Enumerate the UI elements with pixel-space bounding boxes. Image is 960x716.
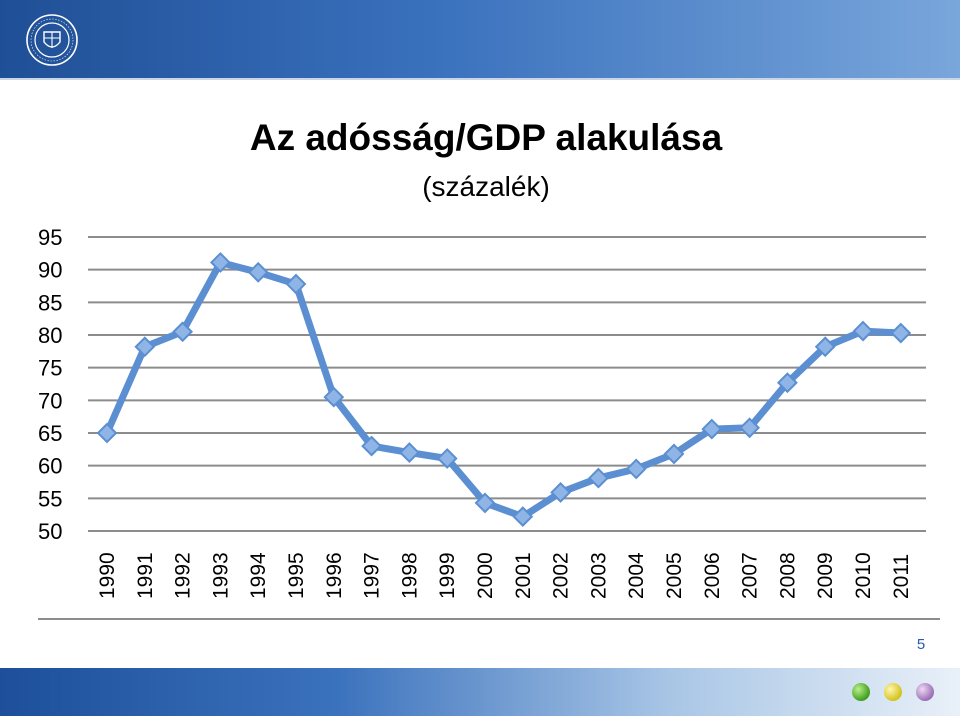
page-number: 5 <box>916 636 926 653</box>
x-tick-label: 2007 <box>739 552 762 599</box>
y-tick-label: 75 <box>38 356 62 381</box>
y-tick-label: 95 <box>38 225 62 250</box>
x-tick-label: 1997 <box>361 552 384 599</box>
data-point <box>172 321 194 343</box>
x-tick-label: 2002 <box>550 552 573 599</box>
data-point <box>474 492 496 514</box>
data-point <box>814 336 836 358</box>
x-tick-label: 2003 <box>587 552 610 599</box>
footer-divider <box>38 618 940 620</box>
series-group <box>96 252 912 528</box>
x-tick-label: 1996 <box>323 552 346 599</box>
y-tick-label: 65 <box>38 421 62 446</box>
y-axis-ticks: 95 90 85 80 75 70 65 60 55 50 <box>38 225 62 544</box>
x-tick-label: 2008 <box>776 552 799 599</box>
y-tick-label: 50 <box>38 519 62 544</box>
data-point <box>701 418 723 440</box>
data-point <box>285 273 307 295</box>
data-point <box>209 252 231 273</box>
y-tick-label: 55 <box>38 486 62 511</box>
x-tick-label: 1994 <box>247 552 270 599</box>
yellow-ball-icon <box>884 683 902 701</box>
y-tick-label: 85 <box>38 290 62 315</box>
data-point <box>663 443 685 465</box>
chart-subtitle: (százalék) <box>422 171 550 202</box>
x-tick-label: 2001 <box>512 552 535 599</box>
y-tick-label: 60 <box>38 454 62 479</box>
chart-area: Az adósság/GDP alakulása (százalék) 95 90… <box>38 84 940 618</box>
data-point <box>323 386 345 408</box>
gridlines <box>88 236 926 532</box>
chart-title: Az adósság/GDP alakulása <box>250 117 723 158</box>
x-tick-label: 2006 <box>701 552 724 599</box>
x-tick-label: 1990 <box>96 552 119 599</box>
x-tick-label: 1992 <box>172 552 195 599</box>
data-point <box>436 448 458 469</box>
y-tick-label: 80 <box>38 323 62 348</box>
data-point <box>890 322 912 344</box>
data-point <box>398 442 420 464</box>
x-tick-label: 1993 <box>209 552 232 599</box>
series-line <box>103 258 905 521</box>
data-point <box>739 417 761 439</box>
y-tick-label: 90 <box>38 258 62 283</box>
x-tick-label: 2004 <box>625 552 648 599</box>
data-point <box>852 320 874 342</box>
university-seal-icon <box>26 14 78 66</box>
y-tick-label: 70 <box>38 388 62 413</box>
header-divider <box>0 78 960 80</box>
x-tick-label: 1995 <box>285 552 308 599</box>
x-tick-label: 1998 <box>398 552 421 599</box>
x-axis-ticks: 1990 1991 1992 1993 1994 1995 1996 1997 1998 1999… <box>96 552 913 599</box>
data-point <box>587 467 609 489</box>
purple-ball-icon <box>916 683 934 701</box>
data-point <box>550 482 572 503</box>
data-point <box>134 336 156 358</box>
data-point <box>776 372 798 394</box>
data-point <box>361 435 383 457</box>
data-point <box>625 458 647 480</box>
data-point <box>96 422 118 444</box>
x-tick-label: 2011 <box>890 554 913 599</box>
debt-gdp-chart: Az adósság/GDP alakulása (százalék) 95 90… <box>38 117 926 599</box>
x-tick-label: 1999 <box>436 552 459 599</box>
data-point <box>247 261 269 283</box>
slide-footer <box>0 668 960 716</box>
slide-header <box>0 0 960 78</box>
data-point <box>512 506 534 528</box>
x-tick-label: 2010 <box>852 552 875 599</box>
x-tick-label: 2005 <box>663 552 686 599</box>
x-tick-label: 2000 <box>474 552 497 599</box>
x-tick-label: 1991 <box>134 552 157 599</box>
green-ball-icon <box>852 683 870 701</box>
x-tick-label: 2009 <box>814 552 837 599</box>
